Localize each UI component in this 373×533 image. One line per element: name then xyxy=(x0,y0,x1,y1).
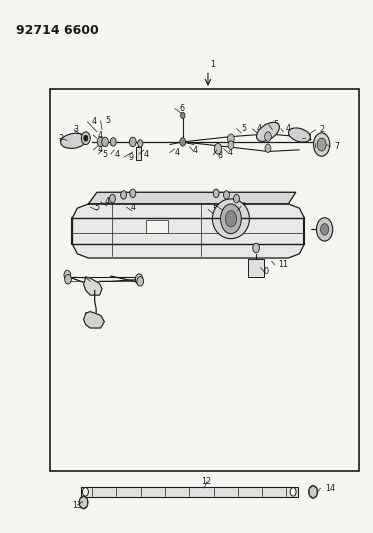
Text: 5: 5 xyxy=(212,205,217,214)
Circle shape xyxy=(97,137,104,147)
Ellipse shape xyxy=(61,133,87,148)
Circle shape xyxy=(79,496,88,509)
Circle shape xyxy=(130,189,136,198)
Text: 10: 10 xyxy=(259,268,269,276)
Text: 4: 4 xyxy=(228,148,232,157)
Text: 1: 1 xyxy=(210,60,215,69)
Circle shape xyxy=(214,143,222,154)
Circle shape xyxy=(316,217,333,241)
Circle shape xyxy=(180,138,186,146)
Text: 4: 4 xyxy=(307,134,311,143)
Polygon shape xyxy=(84,277,102,295)
Text: 4: 4 xyxy=(257,124,262,133)
Text: 6: 6 xyxy=(179,104,184,113)
Circle shape xyxy=(317,138,326,151)
Circle shape xyxy=(253,243,260,253)
Circle shape xyxy=(110,195,115,203)
Text: 12: 12 xyxy=(201,477,211,486)
Circle shape xyxy=(137,277,144,286)
Circle shape xyxy=(84,135,88,141)
Bar xyxy=(146,220,168,233)
Text: 11: 11 xyxy=(278,261,288,269)
Circle shape xyxy=(181,112,185,118)
Text: 8: 8 xyxy=(217,151,223,160)
Circle shape xyxy=(138,140,143,147)
Circle shape xyxy=(228,134,234,143)
Text: 92714 6600: 92714 6600 xyxy=(16,23,99,37)
Text: 5: 5 xyxy=(95,203,100,212)
Text: 13: 13 xyxy=(72,500,82,510)
Circle shape xyxy=(65,274,71,284)
Ellipse shape xyxy=(288,128,310,142)
Text: 2: 2 xyxy=(58,134,63,143)
Ellipse shape xyxy=(257,122,279,141)
Text: 4: 4 xyxy=(144,150,148,159)
Circle shape xyxy=(129,137,136,147)
Circle shape xyxy=(213,189,219,198)
Text: 5: 5 xyxy=(103,150,108,159)
Circle shape xyxy=(81,132,90,144)
Bar xyxy=(248,259,264,277)
Circle shape xyxy=(102,137,109,147)
Text: 5: 5 xyxy=(320,142,325,151)
Text: 4: 4 xyxy=(98,146,103,155)
Circle shape xyxy=(228,141,234,149)
Circle shape xyxy=(82,488,88,496)
Circle shape xyxy=(64,270,70,280)
Circle shape xyxy=(223,191,229,199)
Circle shape xyxy=(220,204,241,233)
Text: 14: 14 xyxy=(325,483,335,492)
Text: 5: 5 xyxy=(105,116,110,125)
Bar xyxy=(81,487,298,497)
Text: 4: 4 xyxy=(105,197,110,206)
Ellipse shape xyxy=(212,199,250,239)
Text: 4: 4 xyxy=(115,150,120,159)
Polygon shape xyxy=(84,312,104,328)
Circle shape xyxy=(120,191,126,199)
Text: 5: 5 xyxy=(273,120,278,129)
Text: 4: 4 xyxy=(192,147,198,156)
Text: 4: 4 xyxy=(285,124,290,133)
Circle shape xyxy=(309,486,317,498)
Text: 5: 5 xyxy=(241,124,246,133)
Circle shape xyxy=(233,195,239,203)
Circle shape xyxy=(313,133,330,156)
Polygon shape xyxy=(72,204,304,258)
Text: 3: 3 xyxy=(73,125,78,134)
Text: 4: 4 xyxy=(98,131,103,140)
Bar xyxy=(136,147,141,160)
Circle shape xyxy=(225,211,236,227)
Circle shape xyxy=(264,132,271,141)
Polygon shape xyxy=(88,192,296,204)
Text: 4: 4 xyxy=(92,117,97,126)
Circle shape xyxy=(135,274,143,285)
Circle shape xyxy=(320,223,329,235)
Text: 2: 2 xyxy=(320,125,325,134)
Text: 4: 4 xyxy=(221,201,226,211)
Bar xyxy=(50,89,359,471)
Circle shape xyxy=(110,138,116,146)
Text: 4: 4 xyxy=(131,203,136,212)
Circle shape xyxy=(265,144,271,152)
Text: 4: 4 xyxy=(241,201,246,211)
Text: 9: 9 xyxy=(128,153,133,162)
Text: 7: 7 xyxy=(335,142,340,151)
Circle shape xyxy=(290,488,296,496)
Text: 4: 4 xyxy=(174,148,179,157)
